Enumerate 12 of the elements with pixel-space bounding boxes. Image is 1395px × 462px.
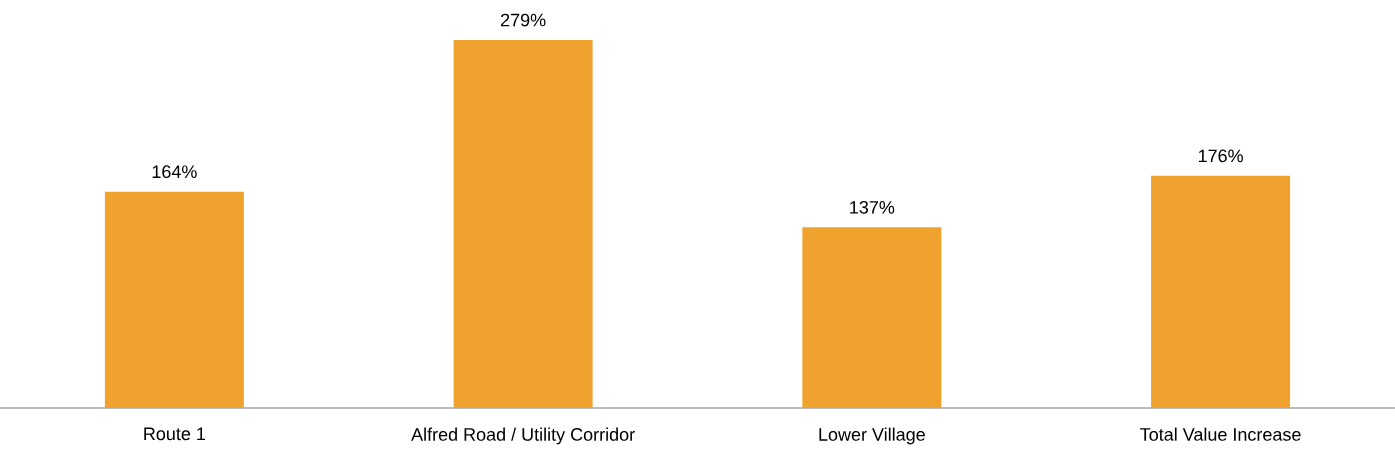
x-tick-label: Total Value Increase	[1140, 427, 1301, 441]
x-tick-label: Lower Village	[819, 427, 925, 445]
bar	[104, 191, 244, 408]
data-label: 137%	[850, 200, 895, 214]
data-label: 164%	[152, 165, 197, 179]
bar	[802, 227, 942, 408]
data-label: 279%	[500, 13, 546, 27]
x-tick-label: Route 1	[144, 427, 205, 441]
data-label: 176%	[1198, 149, 1243, 163]
x-tick-label: Alfred Road / Utility Corridor	[411, 427, 635, 445]
bar	[1151, 175, 1291, 408]
bar	[453, 40, 593, 408]
